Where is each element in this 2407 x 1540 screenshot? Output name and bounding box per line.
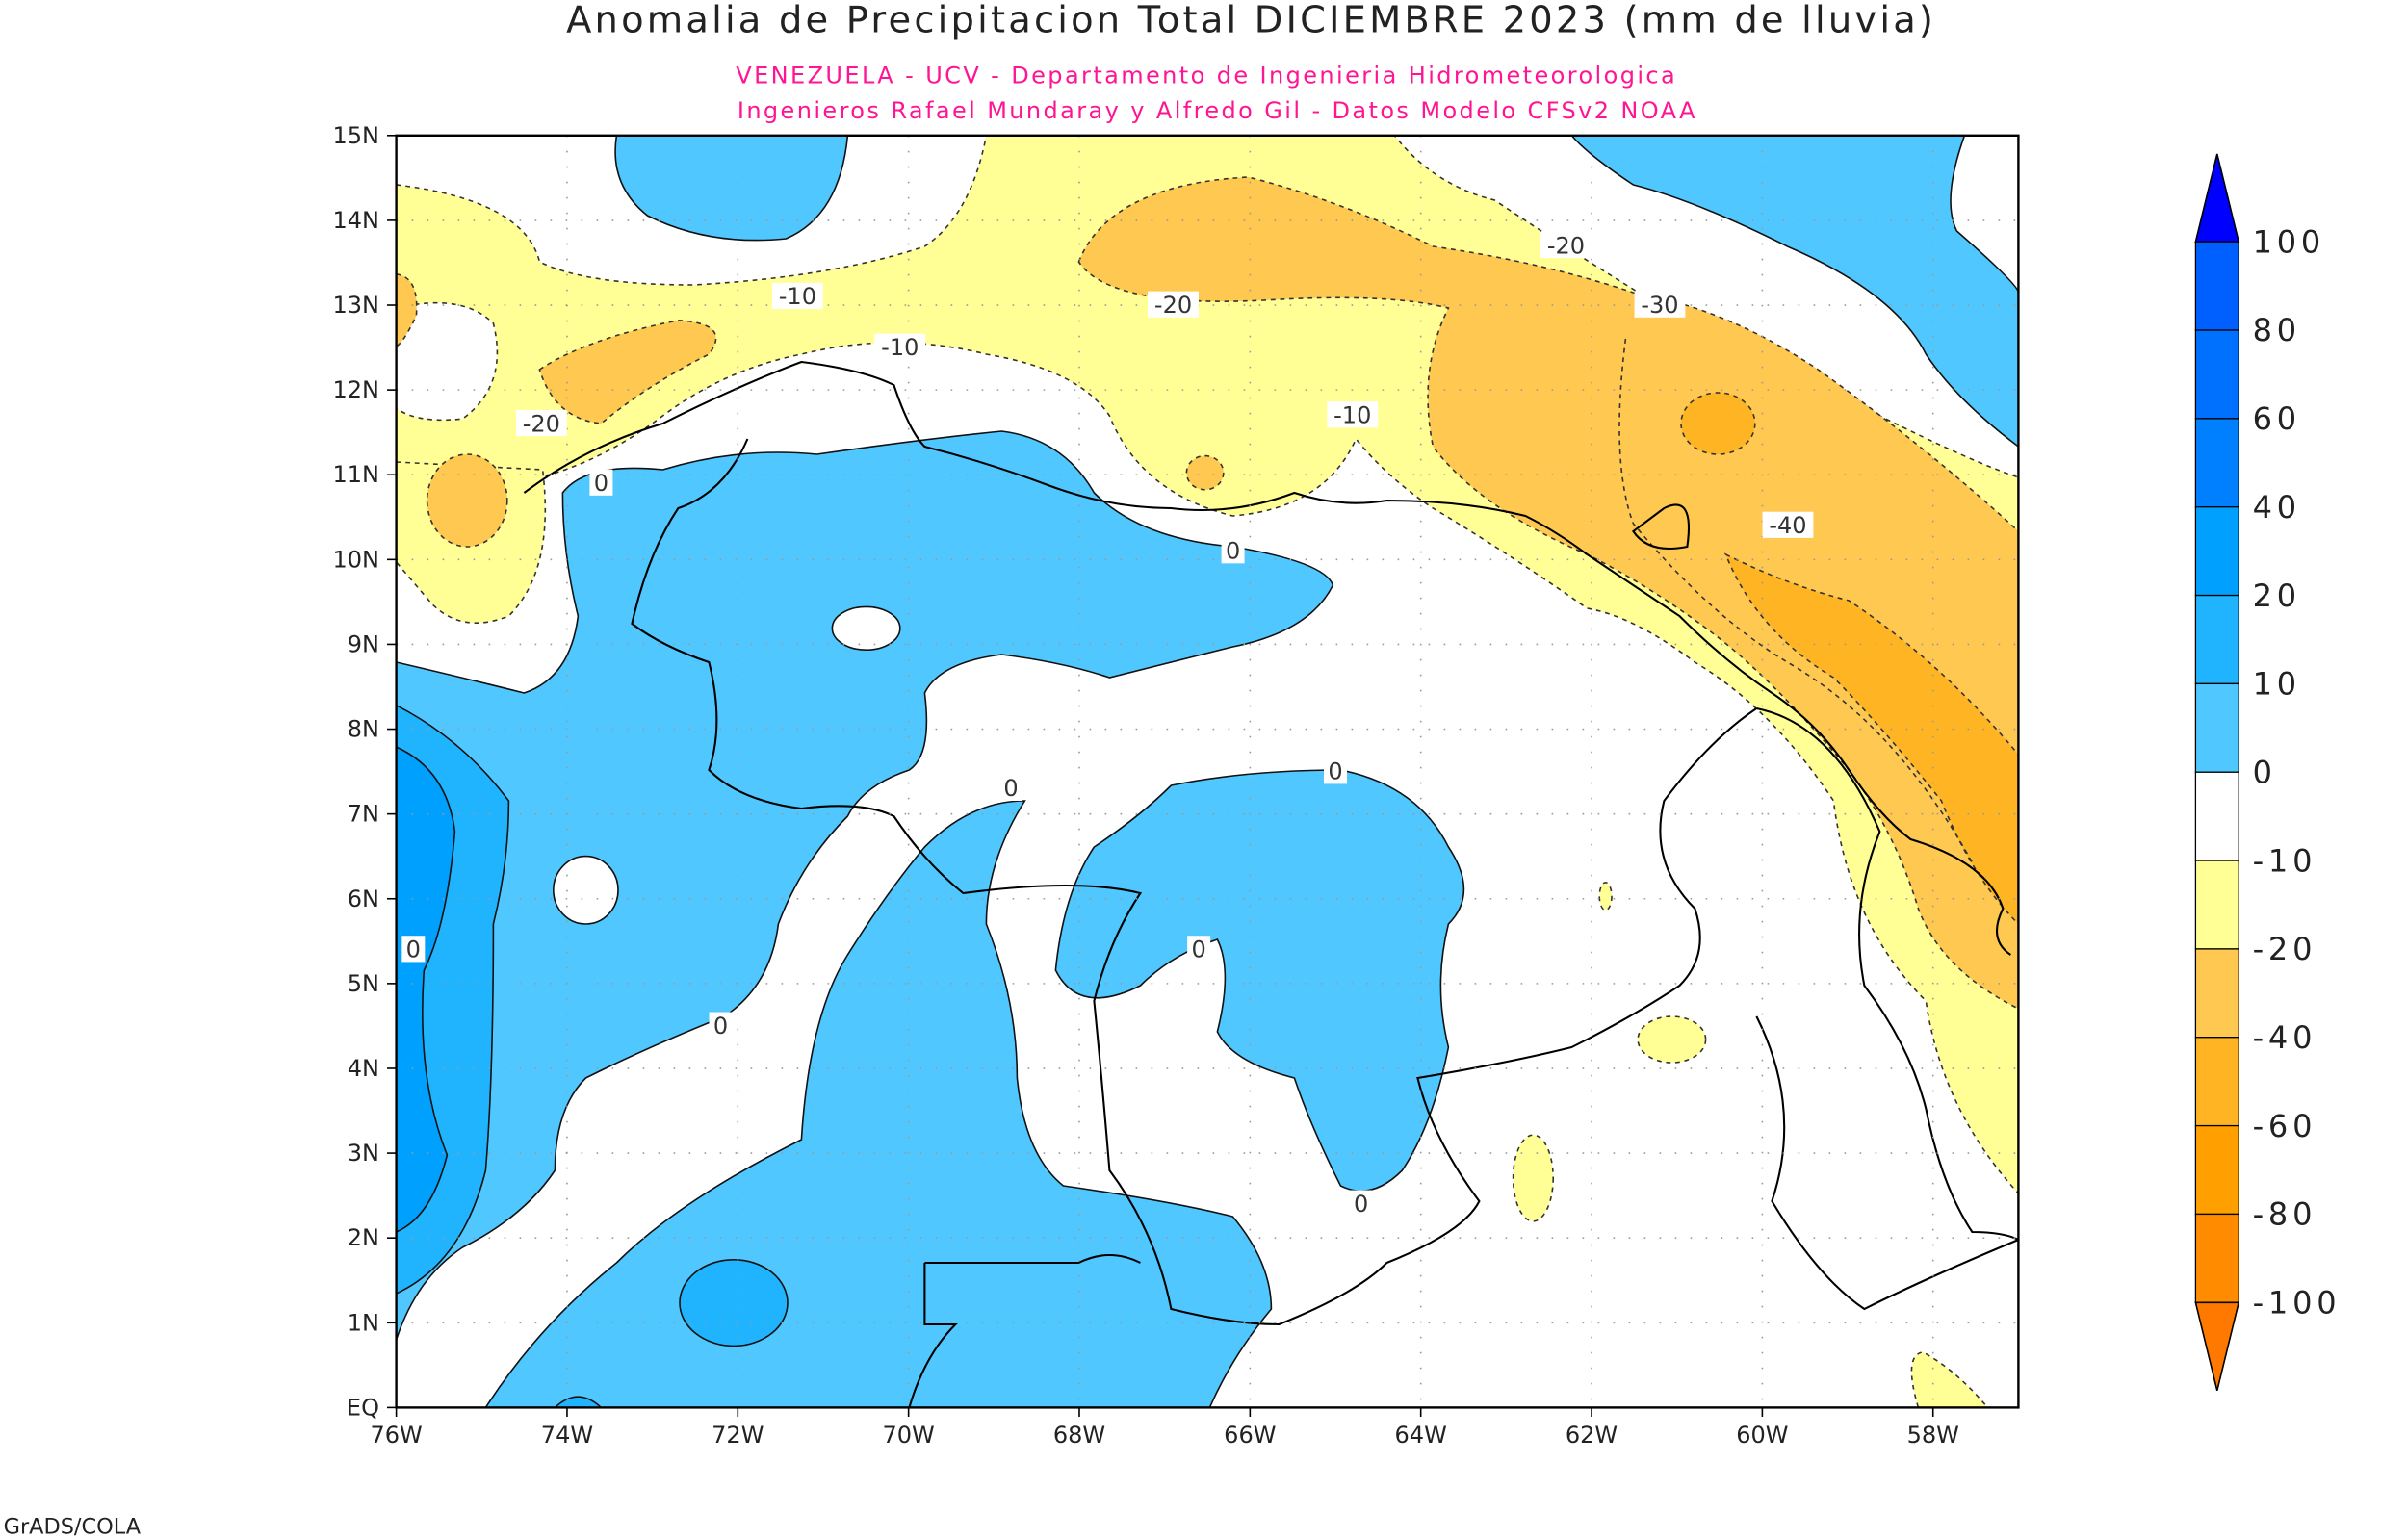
- colorbar-label: -60: [2253, 1108, 2317, 1144]
- lat-tick-label: EQ: [347, 1394, 379, 1421]
- plot-frame: [395, 134, 2020, 1409]
- contour-label: -30: [1641, 292, 1678, 319]
- contour-label-bg: [709, 1012, 733, 1039]
- contour-label-bg: [1187, 936, 1211, 962]
- contour-label-bg: [1221, 537, 1245, 564]
- lat-tick-label: 5N: [348, 970, 379, 997]
- lon-tick-label: 60W: [1736, 1422, 1788, 1449]
- contour-label-bg: [771, 282, 823, 310]
- lon-tick-label: 76W: [370, 1422, 422, 1449]
- lat-tick-label: 1N: [348, 1309, 379, 1336]
- colorbar-under-arrow: [2194, 1301, 2240, 1391]
- colorbar-label: 100: [2253, 223, 2325, 260]
- lat-tick-label: 14N: [333, 207, 380, 234]
- colorbar-swatch: [2194, 1213, 2239, 1303]
- contour-label: -20: [1547, 232, 1585, 259]
- contour-label: 0: [1354, 1191, 1368, 1218]
- colorbar-swatch: [2194, 329, 2239, 420]
- map-plot-area: -10 -10 -10 -20 -20 -20 -30 -40 0 0 0 0 0 0 0 0: [396, 135, 2019, 1408]
- contour-label: 0: [1003, 775, 1018, 802]
- lat-tick-label: 3N: [348, 1140, 379, 1167]
- colorbar-label: -80: [2253, 1196, 2317, 1233]
- contour-label: -10: [1333, 402, 1371, 429]
- colorbar-swatch: [2194, 1037, 2239, 1127]
- contour-label: -20: [1154, 292, 1192, 319]
- lat-tick-label: 10N: [333, 546, 380, 573]
- colorbar-swatch: [2194, 1124, 2239, 1216]
- lat-tick-label: 8N: [348, 716, 379, 743]
- colorbar-swatch: [2194, 506, 2239, 597]
- colorbar-label: 20: [2253, 578, 2301, 614]
- contour-label: 0: [1191, 937, 1205, 963]
- lat-tick-label: 6N: [348, 886, 379, 912]
- contour-label-bg: [1148, 291, 1199, 318]
- colorbar-label: 10: [2253, 666, 2301, 703]
- colorbar-swatch: [2194, 241, 2239, 331]
- contour-label: -20: [523, 410, 560, 437]
- colorbar-swatch: [2194, 418, 2239, 508]
- grads-footer: GrADS/COLA: [4, 1515, 142, 1540]
- lon-tick-label: 58W: [1907, 1422, 1959, 1449]
- colorbar-label: 0: [2253, 754, 2277, 790]
- contour-label-bg: [999, 774, 1023, 802]
- lat-tick-label: 2N: [348, 1224, 379, 1251]
- lon-tick-label: 66W: [1224, 1422, 1276, 1449]
- contour-label: -10: [881, 334, 919, 361]
- contour-label-bg: [401, 936, 426, 962]
- contour-label-bg: [1327, 401, 1379, 428]
- contour-label-bg: [1762, 511, 1814, 538]
- colorbar-label: -10: [2253, 842, 2317, 879]
- contour-fill-neg20: [1077, 176, 2019, 1010]
- colorbar-label: 80: [2253, 312, 2301, 348]
- colorbar-swatch: [2194, 771, 2239, 861]
- lat-tick-label: 12N: [333, 376, 380, 403]
- colorbar-label: -40: [2253, 1019, 2317, 1056]
- contour-label-bg: [1634, 291, 1686, 318]
- lat-tick-label: 9N: [348, 630, 379, 657]
- contour-label: 0: [406, 937, 421, 963]
- lon-tick-label: 62W: [1566, 1422, 1618, 1449]
- lat-tick-label: 13N: [333, 292, 380, 319]
- contour-label: -10: [779, 283, 816, 310]
- contour-label: 0: [1328, 758, 1342, 785]
- contour-label-bg: [1349, 1190, 1373, 1217]
- contour-label-bg: [874, 333, 926, 360]
- contour-label-bg: [1540, 231, 1592, 259]
- contour-label: 0: [594, 470, 608, 497]
- map-title: Anomalia de Precipitacion Total DICIEMBR…: [566, 0, 1936, 42]
- colorbar-swatch: [2194, 682, 2239, 773]
- contour-label: 0: [713, 1013, 728, 1040]
- contour-labels: -10 -10 -10 -20 -20 -20 -30 -40 0 0 0 0 0 0 0 0: [401, 231, 1814, 1218]
- colorbar-swatch: [2194, 948, 2239, 1039]
- subtitle-line-1: VENEZUELA - UCV - Departamento de Ingeni…: [736, 62, 1677, 89]
- colorbar-swatch: [2194, 594, 2239, 685]
- contour-label-bg: [515, 409, 567, 437]
- axes: 15N 14N 13N 12N 11N 10N 9N 8N 7N 6N 5N 4N 3N 2N 1N EQ76…: [333, 122, 1959, 1449]
- colorbar-swatch: [2194, 860, 2239, 950]
- colorbar-label: -20: [2253, 931, 2317, 967]
- lat-tick-label: 15N: [333, 122, 380, 149]
- lat-tick-label: 4N: [348, 1055, 379, 1082]
- colorbar-label: 60: [2253, 400, 2301, 437]
- lon-tick-label: 74W: [541, 1422, 593, 1449]
- positive-anomaly-fills: [396, 135, 2019, 1408]
- lon-tick-label: 68W: [1053, 1422, 1105, 1449]
- colorbar-label: 40: [2253, 489, 2301, 526]
- contour-label: -40: [1769, 512, 1806, 539]
- contour-label: 0: [1226, 538, 1240, 565]
- colorbar-label: -100: [2253, 1284, 2342, 1321]
- lat-tick-label: 7N: [348, 801, 379, 828]
- lon-tick-label: 70W: [883, 1422, 935, 1449]
- contour-label-bg: [1324, 757, 1348, 784]
- lat-tick-label: 11N: [333, 461, 380, 488]
- subtitle-line-2: Ingenieros Rafael Mundaray y Alfredo Gil…: [738, 97, 1697, 124]
- colorbar-over-arrow: [2194, 153, 2240, 243]
- contour-label-bg: [589, 469, 613, 496]
- lon-tick-label: 72W: [712, 1422, 764, 1449]
- lon-tick-label: 64W: [1395, 1422, 1447, 1449]
